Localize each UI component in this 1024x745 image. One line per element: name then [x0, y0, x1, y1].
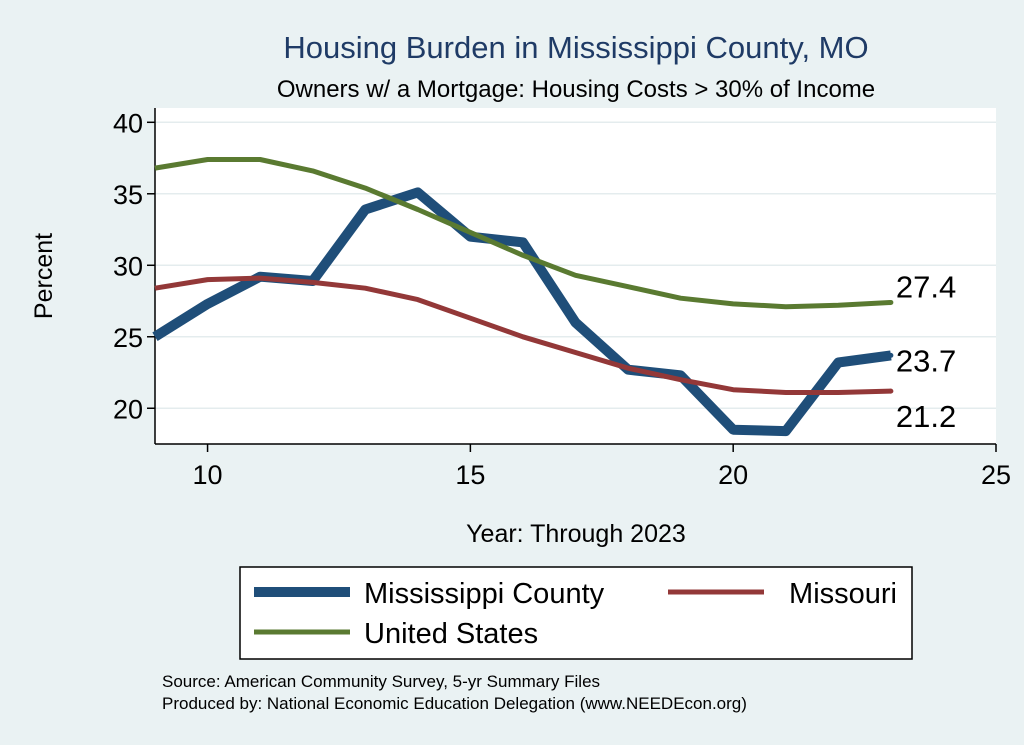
y-tick-label-35: 35	[113, 180, 143, 210]
legend-label-united-states: United States	[364, 618, 538, 650]
produced-by-note: Produced by: National Economic Education…	[162, 694, 747, 713]
x-tick-label-20: 20	[718, 460, 748, 490]
chart-subtitle: Owners w/ a Mortgage: Housing Costs > 30…	[277, 76, 875, 103]
y-axis-title: Percent	[30, 233, 58, 319]
series-lines	[152, 157, 892, 437]
end-label-mississippi-county: 23.7	[896, 343, 956, 378]
chart-title: Housing Burden in Mississippi County, MO	[283, 30, 868, 65]
x-tick-label-15: 15	[455, 460, 485, 490]
series-line-united-states	[154, 157, 892, 310]
end-marker-missouri	[888, 388, 894, 394]
end-labels: 23.7 21.2 27.4	[888, 269, 956, 434]
end-marker-united-states	[888, 299, 894, 305]
x-axis-title: Year: Through 2023	[466, 520, 686, 548]
x-tick-label-10: 10	[193, 460, 223, 490]
series-line-missouri	[154, 275, 891, 395]
legend: Mississippi County Missouri United State…	[239, 566, 913, 660]
end-marker-mississippi-county	[888, 352, 894, 358]
axes: 20 25 30 35 40 10 15 20 25	[113, 108, 1011, 490]
y-tick-label-25: 25	[113, 323, 143, 353]
legend-label-missouri: Missouri	[789, 578, 897, 610]
legend-box	[239, 566, 913, 660]
gridlines	[155, 121, 996, 410]
end-label-missouri: 21.2	[896, 399, 956, 434]
legend-label-mississippi-county: Mississippi County	[364, 578, 605, 610]
x-tick-label-25: 25	[981, 460, 1011, 490]
end-label-united-states: 27.4	[896, 269, 956, 304]
y-tick-label-40: 40	[113, 108, 143, 138]
y-tick-label-30: 30	[113, 251, 143, 281]
source-note: Source: American Community Survey, 5-yr …	[162, 672, 600, 691]
y-tick-label-20: 20	[113, 394, 143, 424]
